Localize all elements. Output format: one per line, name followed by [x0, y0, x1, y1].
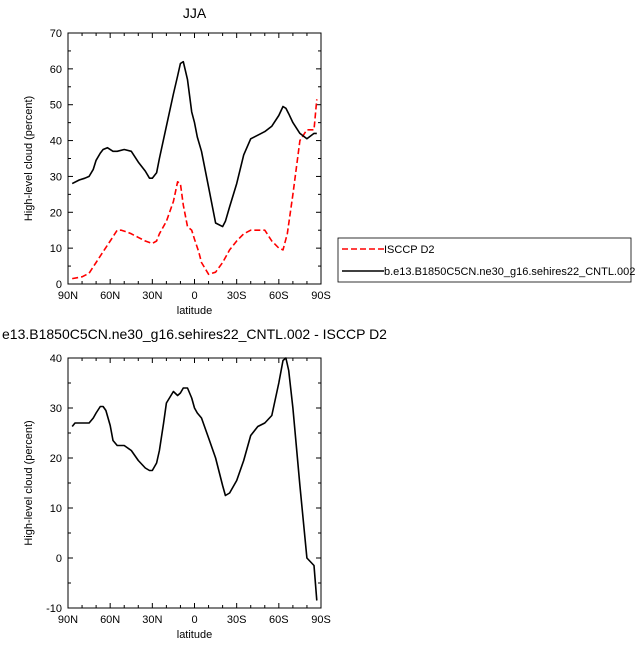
y-tick-label: 20	[50, 207, 62, 219]
plot-frame	[67, 357, 322, 609]
legend-label: b.e13.B1850C5CN.ne30_g16.sehires22_CNTL.…	[384, 266, 635, 278]
y-tick-label: 40	[50, 353, 62, 365]
x-tick-label: 60N	[100, 290, 120, 302]
x-tick-label: 30N	[142, 614, 162, 626]
x-tick-label: 90N	[58, 290, 78, 302]
x-tick-label: 90N	[58, 614, 78, 626]
y-tick-label: 30	[50, 171, 62, 183]
legend-label: ISCCP D2	[384, 244, 435, 256]
x-tick-label: 30N	[142, 290, 162, 302]
y-tick-label: 70	[50, 28, 62, 40]
x-tick-label: 60S	[269, 614, 289, 626]
x-axis-label: latitude	[177, 629, 212, 641]
y-tick-label: 0	[56, 279, 62, 291]
y-tick-label: 30	[50, 403, 62, 415]
x-tick-label: 90S	[311, 614, 331, 626]
chart-title: JJA	[183, 5, 207, 21]
legend-box	[337, 237, 632, 283]
chart-panel-1	[67, 32, 322, 285]
y-tick-label: 10	[50, 503, 62, 515]
series-line-1	[72, 99, 318, 280]
series-line-2	[71, 60, 317, 228]
y-tick-label: 40	[50, 136, 62, 148]
chart-panel-2	[67, 357, 322, 609]
y-tick-label: 10	[50, 243, 62, 255]
y-axis-label: High-level cloud (percent)	[23, 96, 35, 221]
y-tick-label: 20	[50, 453, 62, 465]
x-tick-label: 60S	[269, 290, 289, 302]
y-axis-label: High-level cloud (percent)	[23, 420, 35, 545]
x-tick-label: 60N	[100, 614, 120, 626]
x-tick-label: 90S	[311, 290, 331, 302]
x-tick-label: 30S	[227, 614, 247, 626]
y-tick-label: 60	[50, 64, 62, 76]
x-tick-label: 0	[191, 614, 197, 626]
x-axis-label: latitude	[177, 305, 212, 317]
y-tick-label: 50	[50, 100, 62, 112]
x-tick-label: 0	[191, 290, 197, 302]
y-tick-label: -10	[46, 603, 62, 615]
chart-title: e13.B1850C5CN.ne30_g16.sehires22_CNTL.00…	[2, 326, 387, 342]
y-tick-label: 0	[56, 553, 62, 565]
x-tick-label: 30S	[227, 290, 247, 302]
series-line-1	[71, 357, 318, 601]
